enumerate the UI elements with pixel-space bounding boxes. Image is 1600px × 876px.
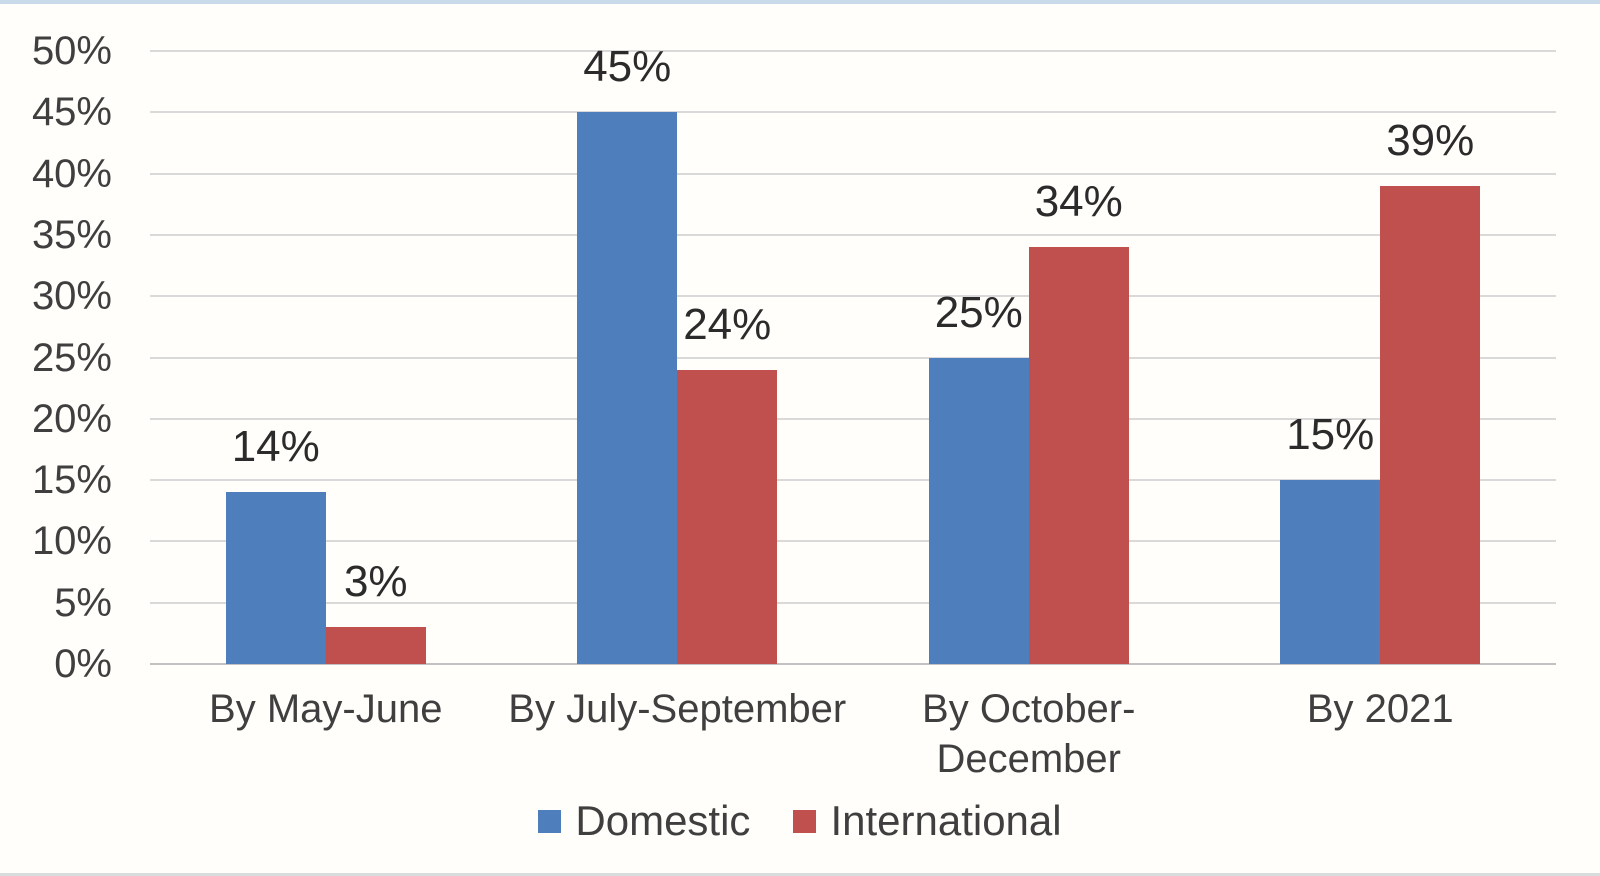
bar-domestic-4	[1280, 480, 1381, 664]
top-border-line	[0, 0, 1600, 4]
legend-item-domestic: Domestic	[538, 796, 750, 846]
gridline	[150, 50, 1556, 52]
gridline	[150, 111, 1556, 114]
bar-international-2	[677, 369, 778, 664]
gridline	[150, 233, 1556, 236]
bottom-border-line	[0, 873, 1600, 876]
gridline	[150, 540, 1556, 543]
x-axis-category-label: By May-June	[209, 687, 443, 731]
data-label: 39%	[1386, 115, 1475, 165]
y-tick-label: 5%	[54, 580, 112, 625]
y-tick-label: 15%	[31, 458, 112, 503]
data-label: 25%	[934, 287, 1023, 337]
data-label: 3%	[343, 557, 408, 607]
data-label: 24%	[683, 299, 772, 349]
bar-international-1	[325, 627, 426, 664]
y-tick-label: 35%	[31, 212, 112, 257]
legend: Domestic International	[0, 795, 1600, 847]
bar-international-4	[1380, 185, 1481, 664]
data-label: 14%	[231, 422, 320, 472]
data-label: 34%	[1034, 177, 1123, 227]
gridline	[150, 295, 1556, 298]
gridline	[150, 601, 1556, 604]
x-axis-category-label: By 2021	[1306, 687, 1454, 731]
y-tick-label: 0%	[54, 642, 112, 686]
y-tick-label: 20%	[31, 396, 112, 441]
gridline	[150, 356, 1556, 359]
x-axis-category-label: By October- December	[922, 687, 1136, 781]
x-axis-category-label: By July-September	[508, 687, 847, 731]
legend-label: International	[830, 797, 1062, 844]
bar-domestic-3	[928, 357, 1029, 664]
bar-domestic-2	[577, 112, 678, 664]
gridline	[150, 479, 1556, 482]
legend-swatch-icon	[538, 809, 562, 833]
y-tick-label: 30%	[31, 274, 112, 319]
y-tick-label: 50%	[31, 29, 112, 73]
legend-item-international: International	[793, 796, 1062, 846]
legend-swatch-icon	[793, 809, 817, 833]
bar-international-3	[1028, 247, 1129, 664]
y-tick-label: 40%	[31, 151, 112, 196]
y-tick-label: 45%	[31, 90, 112, 135]
data-label: 45%	[583, 42, 672, 92]
x-axis-baseline	[150, 663, 1556, 665]
gridline	[150, 172, 1556, 175]
gridline	[150, 417, 1556, 420]
data-label: 15%	[1286, 410, 1375, 460]
bar-domestic-1	[225, 492, 326, 664]
legend-label: Domestic	[575, 797, 751, 844]
y-tick-label: 25%	[31, 335, 112, 380]
y-tick-label: 10%	[31, 519, 112, 564]
